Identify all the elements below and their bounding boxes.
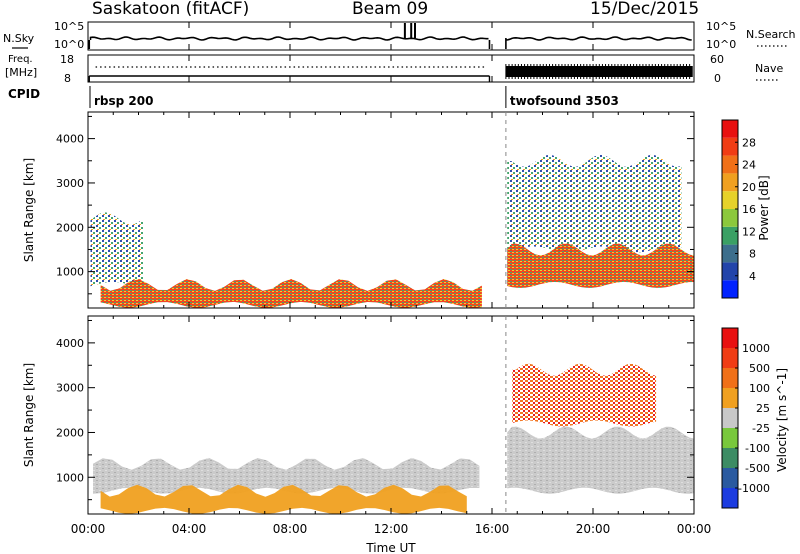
y-tick-label: 1000 bbox=[56, 471, 84, 484]
colorbar-tick-label: 16 bbox=[742, 203, 756, 216]
time-tick-label: 12:00 bbox=[374, 522, 409, 536]
colorbar-swatch bbox=[722, 448, 738, 468]
time-tick-label: 20:00 bbox=[576, 522, 611, 536]
freq-label-line2: [MHz] bbox=[5, 66, 37, 79]
power-panel: 1000 2000 3000 4000 Slant Range [km] bbox=[22, 111, 695, 309]
time-tick-label: 00:00 bbox=[677, 522, 712, 536]
velocity-colorbar: 1000 500 100 25 -25 -100 -500 -1000 bbox=[721, 327, 770, 509]
power-data-layer bbox=[90, 154, 694, 308]
colorbar-swatch bbox=[722, 137, 738, 156]
time-tick-label: 00:00 bbox=[71, 522, 106, 536]
velocity-ylabel: Slant Range [km] bbox=[22, 363, 36, 467]
velocity-feature-ground-scatter bbox=[93, 457, 480, 494]
colorbar-tick-label: 4 bbox=[749, 270, 756, 283]
power-ylabel: Slant Range [km] bbox=[22, 158, 36, 262]
cpid-label: CPID bbox=[8, 87, 40, 101]
nsky-trace bbox=[88, 23, 692, 49]
freq-trace bbox=[88, 64, 693, 82]
time-tick-label: 16:00 bbox=[475, 522, 510, 536]
nsearch-tick-bottom: 10^0 bbox=[706, 38, 736, 51]
velocity-data-layer bbox=[93, 363, 694, 514]
y-tick-label: 2000 bbox=[56, 426, 84, 439]
time-tick-label: 04:00 bbox=[172, 522, 207, 536]
y-tick-label: 4000 bbox=[56, 337, 84, 350]
nsky-label: N.Sky bbox=[3, 32, 35, 45]
power-feature-mid-band bbox=[507, 243, 694, 288]
colorbar-tick-label: 24 bbox=[742, 159, 756, 172]
colorbar-tick-label: -100 bbox=[745, 442, 770, 455]
velocity-feature-far-range bbox=[512, 363, 657, 427]
freq-label-line1: Freq. bbox=[8, 54, 33, 65]
time-tick-label: 08:00 bbox=[273, 522, 308, 536]
colorbar-tick-label: 1000 bbox=[742, 342, 770, 355]
freq-tick-top: 18 bbox=[60, 53, 74, 66]
nsearch-label: N.Search bbox=[746, 28, 796, 41]
nave-tick-top: 60 bbox=[710, 53, 724, 66]
time-axis: 00:00 04:00 08:00 12:00 16:00 20:00 00:00 bbox=[71, 22, 712, 536]
colorbar-swatch bbox=[722, 408, 738, 428]
colorbar-tick-label: 20 bbox=[742, 181, 756, 194]
colorbar-swatch bbox=[722, 348, 738, 368]
velocity-colorbar-label: Velocity [m s^-1] bbox=[775, 368, 789, 472]
power-colorbar: 28 24 20 16 12 8 4 bbox=[721, 119, 756, 299]
colorbar-swatch bbox=[722, 191, 738, 209]
colorbar-swatch bbox=[722, 388, 738, 408]
time-axis-title: Time UT bbox=[365, 541, 416, 554]
velocity-feature-near-range bbox=[100, 484, 467, 514]
colorbar-frame bbox=[721, 327, 739, 509]
y-tick-label: 1000 bbox=[56, 266, 84, 279]
power-y-axis: 1000 2000 3000 4000 bbox=[56, 115, 694, 295]
colorbar-tick-label: 100 bbox=[749, 382, 770, 395]
colorbar-swatch bbox=[722, 209, 738, 227]
y-tick-label: 4000 bbox=[56, 133, 84, 146]
power-feature-far-range bbox=[507, 154, 682, 253]
colorbar-swatch bbox=[722, 173, 738, 192]
y-tick-label: 3000 bbox=[56, 382, 84, 395]
cpid-row: rbsp 200 twofsound 3503 bbox=[89, 86, 619, 108]
nsky-tick-bottom: 10^0 bbox=[54, 38, 84, 51]
colorbar-swatch bbox=[722, 468, 738, 488]
colorbar-tick-label: 25 bbox=[756, 402, 770, 415]
colorbar-swatch bbox=[722, 280, 738, 298]
colorbar-swatch bbox=[722, 368, 738, 388]
nave-label: Nave bbox=[755, 62, 783, 75]
colorbar-swatch bbox=[722, 328, 738, 348]
cpid-segment-label: rbsp 200 bbox=[94, 94, 153, 108]
date-title: 15/Dec/2015 bbox=[590, 0, 699, 19]
velocity-y-axis: 1000 2000 3000 4000 bbox=[56, 319, 694, 501]
nsky-line-segment-1 bbox=[89, 36, 489, 41]
freq-tick-bottom: 8 bbox=[64, 72, 71, 85]
y-tick-label: 2000 bbox=[56, 221, 84, 234]
cpid-segment-label: twofsound 3503 bbox=[510, 94, 619, 108]
velocity-feature-ground-scatter bbox=[507, 426, 694, 494]
colorbar-swatch bbox=[722, 428, 738, 448]
station-title: Saskatoon (fitACF) bbox=[92, 0, 249, 19]
nsky-line-segment-2 bbox=[505, 36, 692, 41]
colorbar-swatch bbox=[722, 120, 738, 138]
colorbar-tick-label: 500 bbox=[749, 362, 770, 375]
colorbar-swatch bbox=[722, 226, 738, 245]
colorbar-tick-label: 8 bbox=[749, 248, 756, 261]
beam-title: Beam 09 bbox=[352, 0, 428, 19]
power-feature-arc bbox=[90, 212, 144, 288]
nsky-tick-top: 10^5 bbox=[54, 20, 84, 33]
y-tick-label: 3000 bbox=[56, 177, 84, 190]
colorbar-swatch bbox=[722, 244, 738, 263]
nave-tick-bottom: 0 bbox=[714, 72, 721, 85]
nsearch-tick-top: 10^5 bbox=[706, 20, 736, 33]
colorbar-tick-label: 12 bbox=[742, 225, 756, 238]
colorbar-swatch bbox=[722, 155, 738, 174]
power-feature-near-range bbox=[100, 279, 482, 308]
colorbar-tick-label: -500 bbox=[745, 462, 770, 475]
colorbar-swatch bbox=[722, 262, 738, 281]
power-colorbar-label: Power [dB] bbox=[757, 175, 771, 240]
velocity-panel: 1000 2000 3000 4000 Slant Range [km] bbox=[22, 315, 695, 515]
colorbar-tick-label: -25 bbox=[752, 422, 770, 435]
colorbar-swatch bbox=[722, 488, 738, 508]
colorbar-tick-label: -1000 bbox=[738, 482, 770, 495]
colorbar-tick-label: 28 bbox=[742, 136, 756, 149]
